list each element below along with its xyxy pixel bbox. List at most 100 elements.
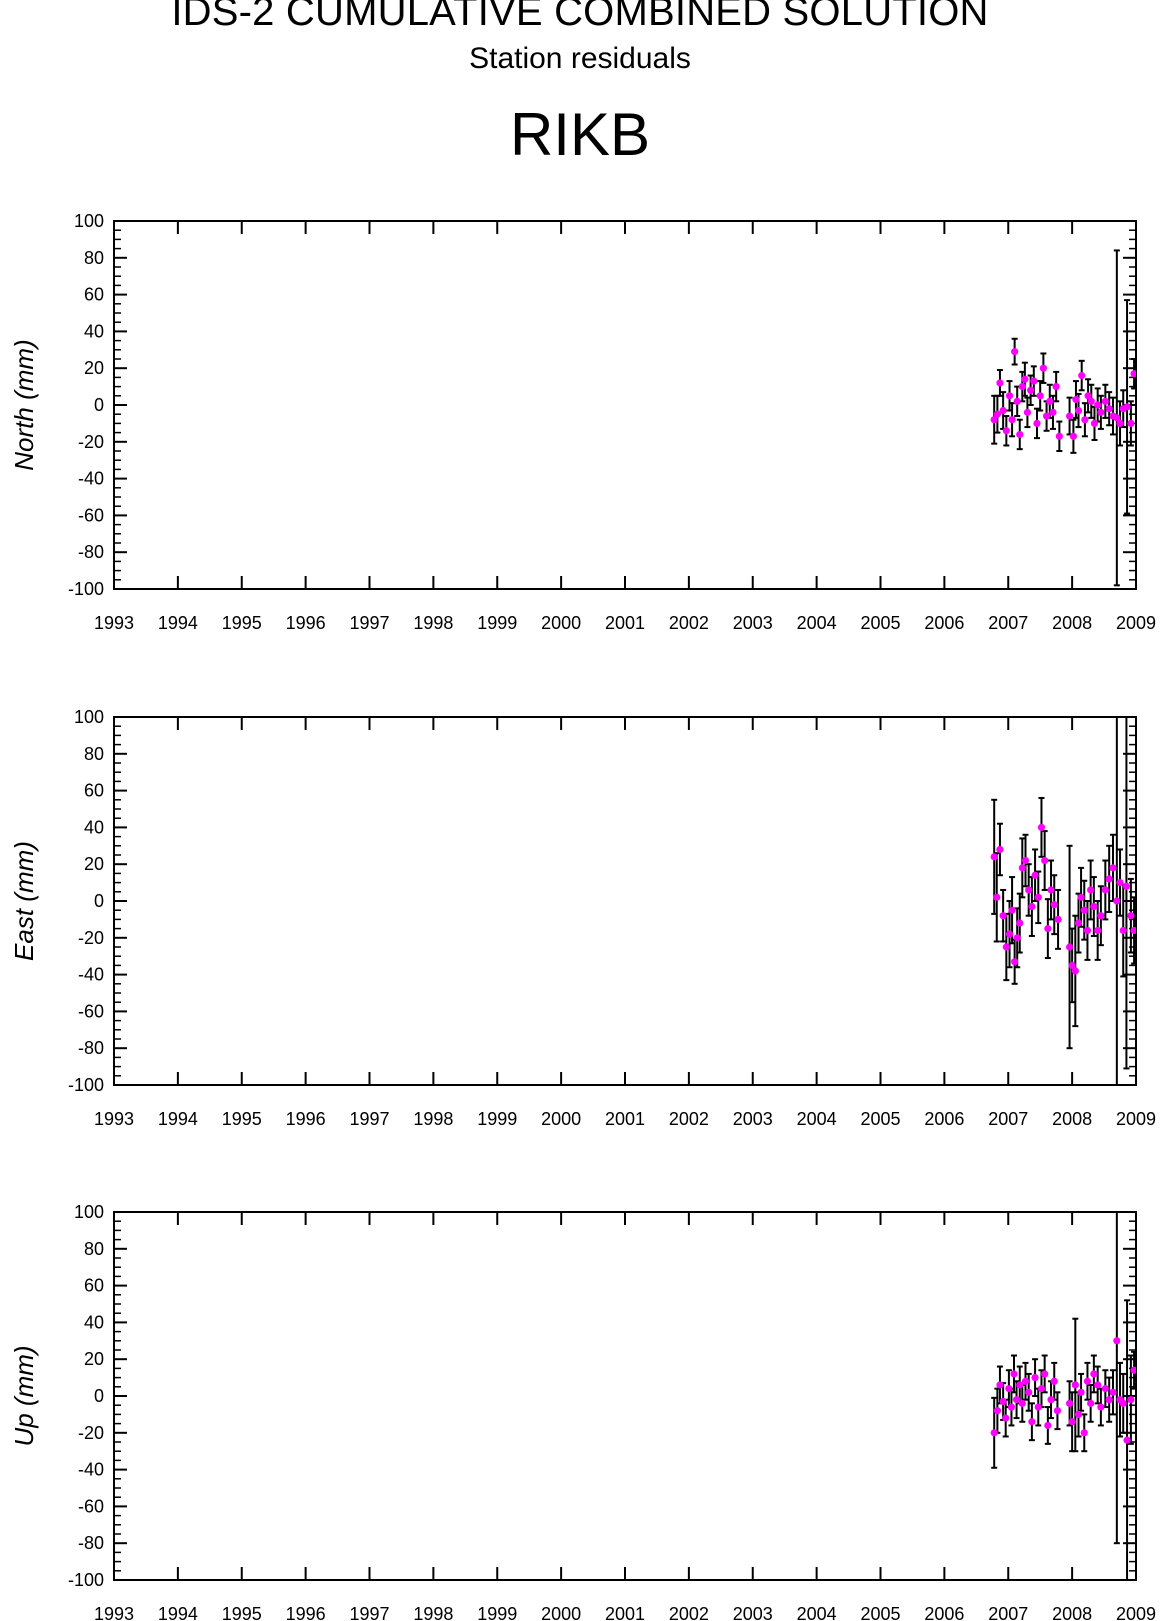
data-point	[1094, 401, 1102, 409]
y-tick-label: 100	[74, 1202, 104, 1222]
x-tick-label: 1998	[413, 1604, 453, 1621]
data-point	[1010, 1370, 1018, 1378]
y-tick-label: -20	[78, 928, 104, 948]
data-point	[1030, 377, 1038, 385]
x-tick-label: 1994	[158, 1604, 198, 1621]
data-point	[1087, 1399, 1095, 1407]
x-tick-label: 1997	[349, 613, 389, 633]
station-name: RIKB	[509, 101, 651, 168]
data-point	[999, 912, 1007, 920]
plot-frame	[113, 716, 1137, 1086]
data-point	[1080, 906, 1088, 914]
data-point	[1018, 864, 1026, 872]
data-point	[1101, 886, 1109, 894]
data-point	[1011, 958, 1019, 966]
data-point	[1050, 1377, 1058, 1385]
y-tick-label: 0	[94, 395, 104, 415]
data-point	[1011, 348, 1019, 356]
data-point	[1039, 364, 1047, 372]
data-point	[1054, 915, 1062, 924]
data-point	[1042, 412, 1051, 420]
x-tick-label: 1994	[158, 1109, 198, 1129]
data-point	[1078, 371, 1086, 380]
x-tick-label: 1996	[286, 1109, 326, 1129]
x-tick-label: 2004	[797, 1604, 837, 1621]
data-point	[1123, 403, 1131, 411]
y-tick-label: -60	[78, 505, 104, 525]
x-tick-label: 1997	[349, 1109, 389, 1129]
data-point	[1127, 419, 1135, 427]
data-point	[1130, 370, 1136, 378]
y-tick-label: -60	[78, 1001, 104, 1021]
data-point	[990, 1429, 998, 1437]
x-tick-label: 2001	[605, 1604, 645, 1621]
y-tick-label: -80	[78, 542, 104, 562]
data-point	[1116, 419, 1124, 427]
y-tick-label: 40	[84, 817, 104, 837]
data-point	[1113, 1337, 1121, 1345]
data-point	[1068, 1418, 1076, 1426]
data-point	[1031, 1374, 1039, 1382]
x-tick-label: 2009	[1116, 613, 1156, 633]
y-tick-label: -100	[68, 1570, 104, 1590]
data-point	[1036, 392, 1044, 400]
x-tick-label: 2006	[924, 1604, 964, 1621]
data-point	[1065, 1399, 1074, 1407]
y-tick-label: -40	[78, 1460, 104, 1480]
data-point	[1090, 902, 1098, 911]
data-point	[1083, 1377, 1092, 1385]
data-point	[1018, 1399, 1026, 1407]
x-tick-label: 2007	[988, 613, 1028, 633]
x-tick-label: 2002	[669, 1604, 709, 1621]
data-point	[1016, 1381, 1024, 1389]
y-tick-label: 80	[84, 744, 104, 764]
x-tick-label: 2003	[733, 613, 773, 633]
x-tick-label: 2001	[605, 613, 645, 633]
y-tick-label: -60	[78, 1496, 104, 1516]
data-point	[1027, 386, 1035, 394]
data-point	[1119, 926, 1127, 935]
data-point	[1023, 408, 1032, 416]
x-tick-label: 2004	[797, 613, 837, 633]
data-point	[1097, 408, 1105, 416]
x-tick-label: 2003	[733, 1109, 773, 1129]
y-tick-label: 80	[84, 248, 104, 268]
data-point	[1084, 392, 1092, 400]
y-tick-label: -40	[78, 469, 104, 489]
x-tick-label: 2007	[988, 1604, 1028, 1621]
data-point	[1130, 1366, 1136, 1374]
data-point	[1101, 1385, 1109, 1393]
y-tick-label: -40	[78, 965, 104, 985]
x-tick-label: 1999	[477, 1109, 517, 1129]
data-point	[1087, 397, 1095, 405]
data-point	[1077, 893, 1085, 901]
y-tick-label: -80	[78, 1533, 104, 1553]
x-tick-label: 2003	[733, 1604, 773, 1621]
y-tick-label: 20	[84, 854, 104, 874]
x-tick-label: 2009	[1116, 1604, 1156, 1621]
data-point	[1105, 405, 1113, 413]
data-point	[1021, 375, 1029, 383]
x-tick-label: 2000	[541, 1604, 581, 1621]
data-point	[1002, 427, 1010, 435]
data-point	[1005, 392, 1014, 400]
y-tick-label: -80	[78, 1038, 104, 1058]
x-tick-label: 2000	[541, 613, 581, 633]
data-point	[1005, 930, 1014, 938]
x-tick-label: 1998	[413, 1109, 453, 1129]
data-point	[996, 379, 1004, 387]
data-point	[996, 845, 1004, 854]
data-point	[1008, 416, 1016, 424]
y-tick-label: -20	[78, 432, 104, 452]
data-point	[1109, 1388, 1117, 1396]
data-point	[1094, 926, 1102, 935]
y-tick-label: 100	[74, 707, 104, 727]
y-tick-label: -20	[78, 1423, 104, 1443]
data-point	[1033, 419, 1041, 427]
data-point	[1050, 901, 1058, 909]
x-tick-label: 2006	[924, 613, 964, 633]
x-tick-label: 1995	[222, 613, 262, 633]
data-point	[1130, 926, 1136, 935]
x-tick-label: 2002	[669, 1109, 709, 1129]
x-tick-label: 2000	[541, 1109, 581, 1129]
